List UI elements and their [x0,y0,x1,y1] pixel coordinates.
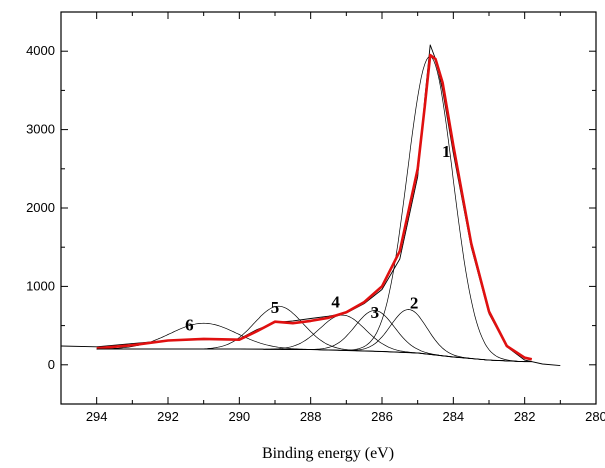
component-peak-2 [96,309,530,363]
series-layer [60,44,561,367]
x-axis-title: Binding energy (eV) [262,445,394,462]
y-tick-label-0: 0 [48,357,55,372]
peak-label-4: 4 [331,293,340,312]
peak-label-3: 3 [371,303,380,322]
peak-label-1: 1 [442,142,451,161]
x-tick-label-286: 286 [371,409,393,424]
raw-curve [60,44,561,367]
y-tick-label-4000: 4000 [26,43,55,58]
x-tick-label-284: 284 [442,409,464,424]
x-tick-label-288: 288 [300,409,322,424]
y-tick-label-3000: 3000 [26,122,55,137]
y-tick-label-1000: 1000 [26,278,55,293]
x-tick-label-280: 280 [585,409,605,424]
x-tick-label-294: 294 [86,409,108,424]
peak-label-5: 5 [271,298,280,317]
x-tick-label-290: 290 [228,409,250,424]
peak-label-6: 6 [185,315,194,334]
component-peak-4 [96,314,530,363]
x-tick-label-282: 282 [514,409,536,424]
axes-layer: 294 292 290 288 286 284 282 280 0 1000 2000 3000 400… [26,11,605,424]
component-peak-5 [96,305,530,363]
background-curve [96,348,532,363]
envelope-curve [96,53,533,361]
x-tick-label-292: 292 [157,409,179,424]
labels-layer: 1 2 3 4 5 6 [185,142,450,334]
peak-label-2: 2 [410,293,419,312]
y-tick-label-2000: 2000 [26,200,55,215]
